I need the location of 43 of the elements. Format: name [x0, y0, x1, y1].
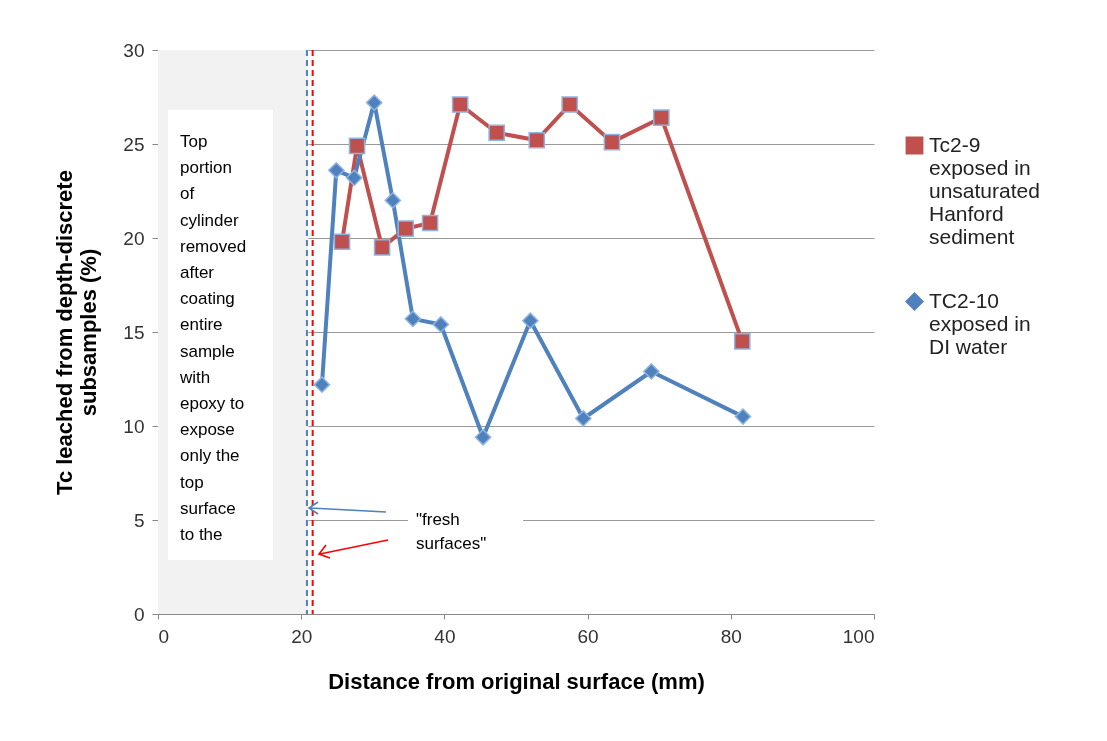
y-tick-label: 20: [123, 227, 145, 249]
y-axis-title: Tc leached from depth-discrete subsamples (%): [52, 170, 102, 495]
legend-label: Tc2-9 exposed in unsaturated Hanford sediment: [929, 132, 1040, 248]
x-tick-label: 60: [577, 625, 599, 647]
point: [333, 233, 351, 251]
y-tick-label: 25: [123, 133, 145, 155]
point: [365, 94, 383, 111]
y-tick-label: 0: [133, 603, 145, 625]
y-tick-label: 5: [133, 509, 145, 531]
point: [432, 316, 450, 333]
point: [574, 410, 592, 427]
x-axis-title: Distance from original surface (mm): [328, 668, 705, 694]
point: [421, 214, 439, 232]
y-tick-label: 10: [123, 415, 145, 437]
point: [474, 428, 492, 446]
point: [734, 408, 752, 425]
x-tick-label: 20: [291, 625, 313, 647]
point: [642, 363, 660, 380]
x-tick-label: 80: [720, 625, 742, 647]
point: [561, 96, 579, 113]
point: [397, 220, 415, 237]
point: [733, 333, 751, 350]
annotation: "fresh surfaces": [416, 510, 487, 553]
x-tick-label: 40: [434, 625, 456, 647]
point: [345, 169, 363, 187]
text: Top portion of cylinder removed after coating entire sample with epoxy to expose only the top surface to the: [180, 132, 247, 544]
x-tick-label: 100: [842, 625, 875, 647]
y-tick-label: 15: [123, 321, 145, 343]
point: [373, 239, 391, 256]
point: [451, 96, 469, 113]
legend-label: TC2-10 exposed in DI water: [929, 288, 1031, 358]
point: [603, 133, 621, 151]
point: [384, 192, 402, 209]
point: [327, 161, 345, 179]
point: [528, 131, 546, 149]
point: [404, 310, 422, 328]
point: [313, 376, 331, 393]
y-tick-label: 30: [123, 39, 145, 61]
point: [488, 124, 505, 142]
point: [521, 312, 539, 330]
point: [348, 137, 366, 155]
x-tick-label: 0: [158, 625, 170, 647]
point: [653, 109, 670, 127]
